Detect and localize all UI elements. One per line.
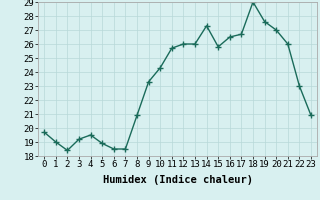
X-axis label: Humidex (Indice chaleur): Humidex (Indice chaleur) xyxy=(103,175,252,185)
